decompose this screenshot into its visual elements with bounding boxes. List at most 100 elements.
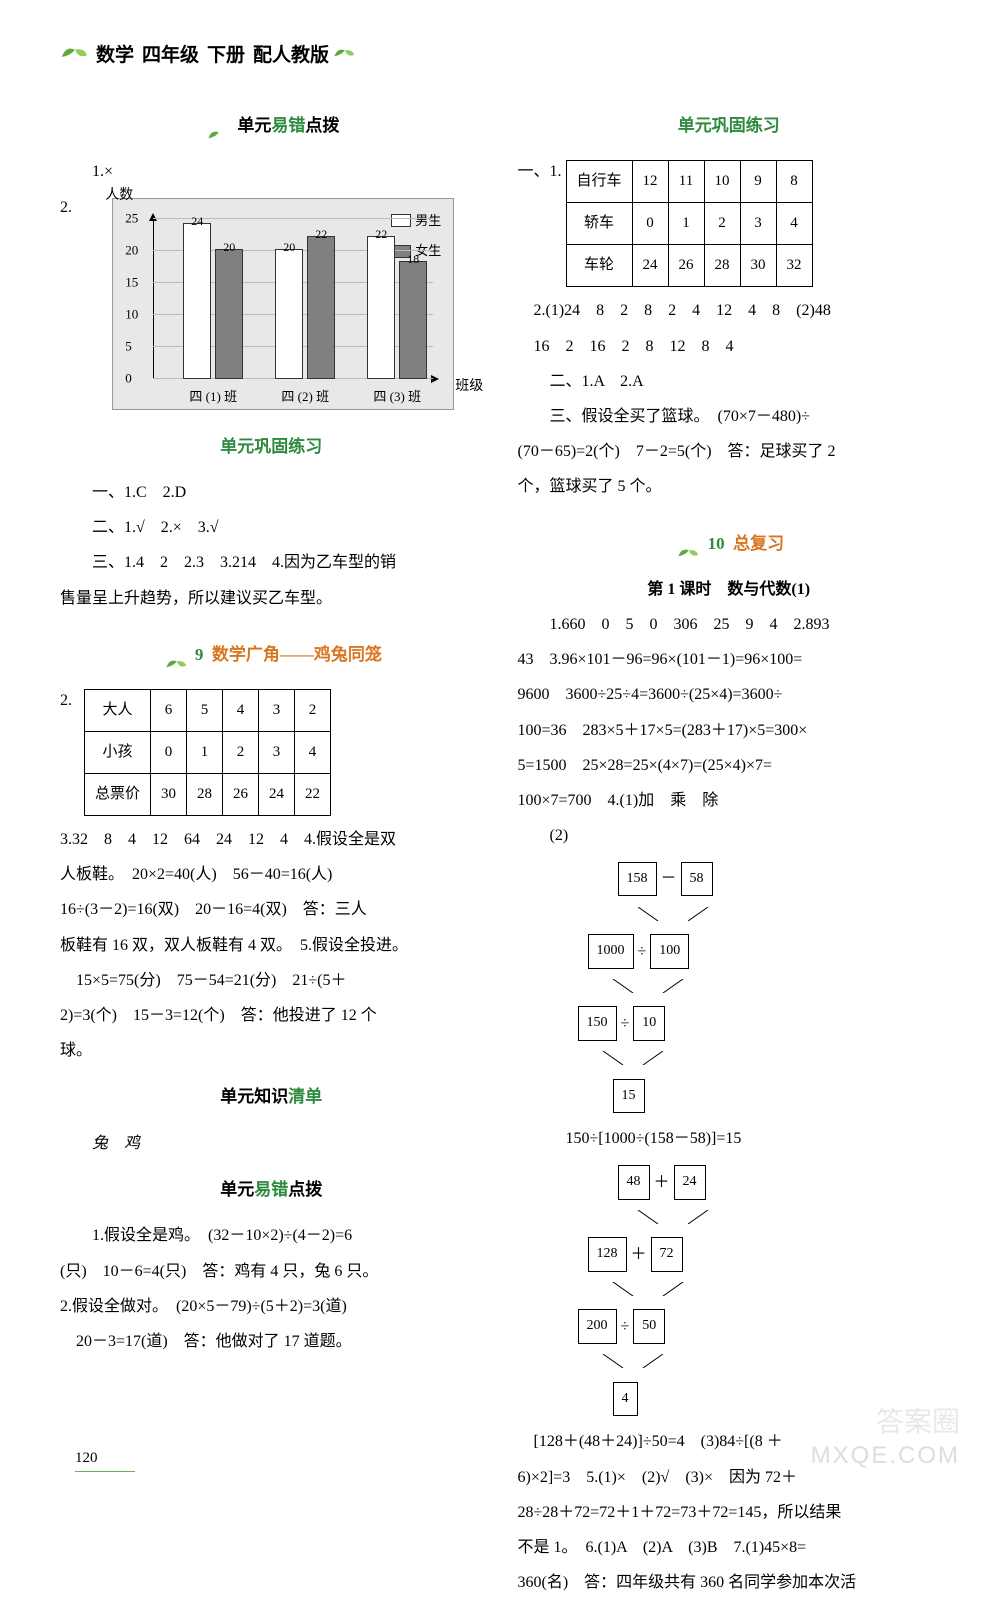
q-label: 2. bbox=[60, 190, 84, 418]
answer-line: 16 2 16 2 8 12 8 4 bbox=[518, 329, 941, 364]
answer-line: (只) 10－6=4(只) 答：鸡有 4 只，兔 6 只。 bbox=[60, 1254, 483, 1289]
answer-line: 1.660 0 5 0 306 25 9 4 2.893 bbox=[518, 607, 941, 642]
answer-line: 360(名) 答：四年级共有 360 名同学参加本次活 bbox=[518, 1565, 941, 1600]
table-cell: 30 bbox=[151, 774, 187, 816]
table-cell: 32 bbox=[776, 245, 812, 287]
section-title: 单元巩固练习 bbox=[60, 428, 483, 465]
right-column: 单元巩固练习 一、1. 自行车12111098轿车01234车轮24262830… bbox=[518, 97, 941, 1600]
table-cell: 小孩 bbox=[85, 732, 151, 774]
table-cell: 28 bbox=[187, 774, 223, 816]
table-cell: 大人 bbox=[85, 690, 151, 732]
answer-line: 不是 1。 6.(1)A (2)A (3)B 7.(1)45×8= bbox=[518, 1530, 941, 1565]
answer-line: 个，篮球买了 5 个。 bbox=[518, 469, 941, 504]
header-subject: 数学 bbox=[96, 40, 134, 67]
answer-line: 三、1.4 2 2.3 3.214 4.因为乙车型的销 bbox=[60, 545, 483, 580]
flowchart: 48＋24128＋72200÷504 bbox=[578, 1165, 941, 1417]
table-cell: 12 bbox=[632, 161, 668, 203]
header-volume: 下册 bbox=[207, 40, 245, 67]
chapter-title: 10 总复习 bbox=[518, 525, 941, 562]
q-label: 一、1. bbox=[518, 154, 566, 189]
answer-line: 人板鞋。 20×2=40(人) 56－40=16(人) bbox=[60, 857, 483, 892]
answer-line: 3.32 8 4 12 64 24 12 4 4.假设全是双 bbox=[60, 822, 483, 857]
leaf-icon bbox=[60, 44, 88, 64]
table-cell: 4 bbox=[776, 203, 812, 245]
answer-line: 15×5=75(分) 75－54=21(分) 21÷(5＋ bbox=[60, 963, 483, 998]
answer-line: 一、1.C 2.D bbox=[60, 475, 483, 510]
answer-line: 20－3=17(道) 答：他做对了 17 道题。 bbox=[60, 1324, 483, 1359]
table-cell: 28 bbox=[704, 245, 740, 287]
table-cell: 30 bbox=[740, 245, 776, 287]
table-cell: 6 bbox=[151, 690, 187, 732]
answer-line: 5=1500 25×28=25×(4×7)=(25×4)×7= bbox=[518, 748, 941, 783]
left-column: 单元易错点拨 1.× 2. 人数 男生 女生 05101520252420四 (… bbox=[60, 97, 483, 1600]
table-cell: 3 bbox=[259, 690, 295, 732]
page-header: 数学 四年级 下册 配人教版 bbox=[60, 40, 940, 67]
watermark: MXQE.COM bbox=[811, 1442, 960, 1470]
answer-line: 二、1.A 2.A bbox=[518, 364, 941, 399]
leaf-icon bbox=[333, 46, 355, 62]
flowchart: 158－581000÷100150÷1015 bbox=[578, 861, 941, 1113]
chart-plot-area: 05101520252420四 (1) 班2022四 (2) 班2218四 (3… bbox=[153, 219, 433, 379]
section-title: 单元巩固练习 bbox=[518, 107, 941, 144]
table-row: 2. 大人65432小孩01234总票价3028262422 bbox=[60, 683, 483, 822]
answer-line: 100=36 283×5＋17×5=(283＋17)×5=300× bbox=[518, 713, 941, 748]
table-cell: 24 bbox=[632, 245, 668, 287]
bar-chart: 人数 男生 女生 05101520252420四 (1) 班2022四 (2) … bbox=[112, 198, 454, 410]
answer-line: 三、假设全买了篮球。 (70×7－480)÷ bbox=[518, 399, 941, 434]
table-cell: 车轮 bbox=[566, 245, 632, 287]
answer-line: 100×7=700 4.(1)加 乘 除 bbox=[518, 783, 941, 818]
answer-line: 板鞋有 16 双，双人板鞋有 4 双。 5.假设全投进。 bbox=[60, 928, 483, 963]
answer-line: 28÷28＋72=72＋1＋72=73＋72=145，所以结果 bbox=[518, 1495, 941, 1530]
table-cell: 0 bbox=[632, 203, 668, 245]
answer-line: 球。 bbox=[60, 1033, 483, 1068]
section-title: 单元知识清单 bbox=[60, 1078, 483, 1115]
section-title: 单元易错点拨 bbox=[60, 1171, 483, 1208]
table-cell: 26 bbox=[223, 774, 259, 816]
table-cell: 26 bbox=[668, 245, 704, 287]
table-cell: 1 bbox=[187, 732, 223, 774]
answer-line: 2.(1)24 8 2 8 2 4 12 4 8 (2)48 bbox=[518, 293, 941, 328]
answer-line: 2.假设全做对。 (20×5－79)÷(5＋2)=3(道) bbox=[60, 1289, 483, 1324]
answer-line: 9600 3600÷25÷4=3600÷(25×4)=3600÷ bbox=[518, 677, 941, 712]
leaf-icon bbox=[677, 537, 699, 553]
table-cell: 自行车 bbox=[566, 161, 632, 203]
answer-line: 43 3.96×101－96=96×(101－1)=96×100= bbox=[518, 642, 941, 677]
answer-line: 1.假设全是鸡。 (32－10×2)÷(4－2)=6 bbox=[60, 1218, 483, 1253]
table-cell: 11 bbox=[668, 161, 704, 203]
answer-line: 兔 鸡 bbox=[60, 1126, 483, 1161]
table-row: 一、1. 自行车12111098轿车01234车轮2426283032 bbox=[518, 154, 941, 293]
q-label: 2. bbox=[60, 683, 84, 718]
section-title: 单元易错点拨 bbox=[60, 107, 483, 144]
chart-xlabel: 班级 bbox=[455, 372, 483, 403]
table-cell: 3 bbox=[259, 732, 295, 774]
flow-equation: 150÷[1000÷(158－58)]=15 bbox=[518, 1121, 941, 1156]
page-number: 120 bbox=[75, 1450, 135, 1472]
answer-line: 二、1.√ 2.× 3.√ bbox=[60, 510, 483, 545]
header-edition: 配人教版 bbox=[253, 40, 329, 67]
leaf-icon bbox=[207, 119, 229, 135]
table-cell: 0 bbox=[151, 732, 187, 774]
table-cell: 4 bbox=[295, 732, 331, 774]
lesson-subtitle: 第 1 课时 数与代数(1) bbox=[518, 572, 941, 607]
leaf-icon bbox=[165, 648, 187, 664]
table-cell: 8 bbox=[776, 161, 812, 203]
table-cell: 9 bbox=[740, 161, 776, 203]
page: 数学 四年级 下册 配人教版 单元易错点拨 1.× 2. 人数 男生 bbox=[0, 0, 1000, 1620]
table-cell: 5 bbox=[187, 690, 223, 732]
y-axis bbox=[153, 219, 154, 379]
table-cell: 2 bbox=[223, 732, 259, 774]
table-cell: 3 bbox=[740, 203, 776, 245]
chart-row: 2. 人数 男生 女生 05101520252420四 (1) 班2022四 (… bbox=[60, 190, 483, 418]
chapter-title: 9 数学广角——鸡兔同笼 bbox=[60, 636, 483, 673]
table-cell: 2 bbox=[704, 203, 740, 245]
watermark: 答案圈 bbox=[876, 1400, 960, 1440]
data-table: 大人65432小孩01234总票价3028262422 bbox=[84, 689, 331, 816]
data-table: 自行车12111098轿车01234车轮2426283032 bbox=[566, 160, 813, 287]
answer-line: (70－65)=2(个) 7－2=5(个) 答：足球买了 2 bbox=[518, 434, 941, 469]
table-cell: 1 bbox=[668, 203, 704, 245]
two-column-layout: 单元易错点拨 1.× 2. 人数 男生 女生 05101520252420四 (… bbox=[60, 97, 940, 1600]
table-cell: 24 bbox=[259, 774, 295, 816]
table-cell: 22 bbox=[295, 774, 331, 816]
header-grade: 四年级 bbox=[142, 40, 199, 67]
table-cell: 2 bbox=[295, 690, 331, 732]
